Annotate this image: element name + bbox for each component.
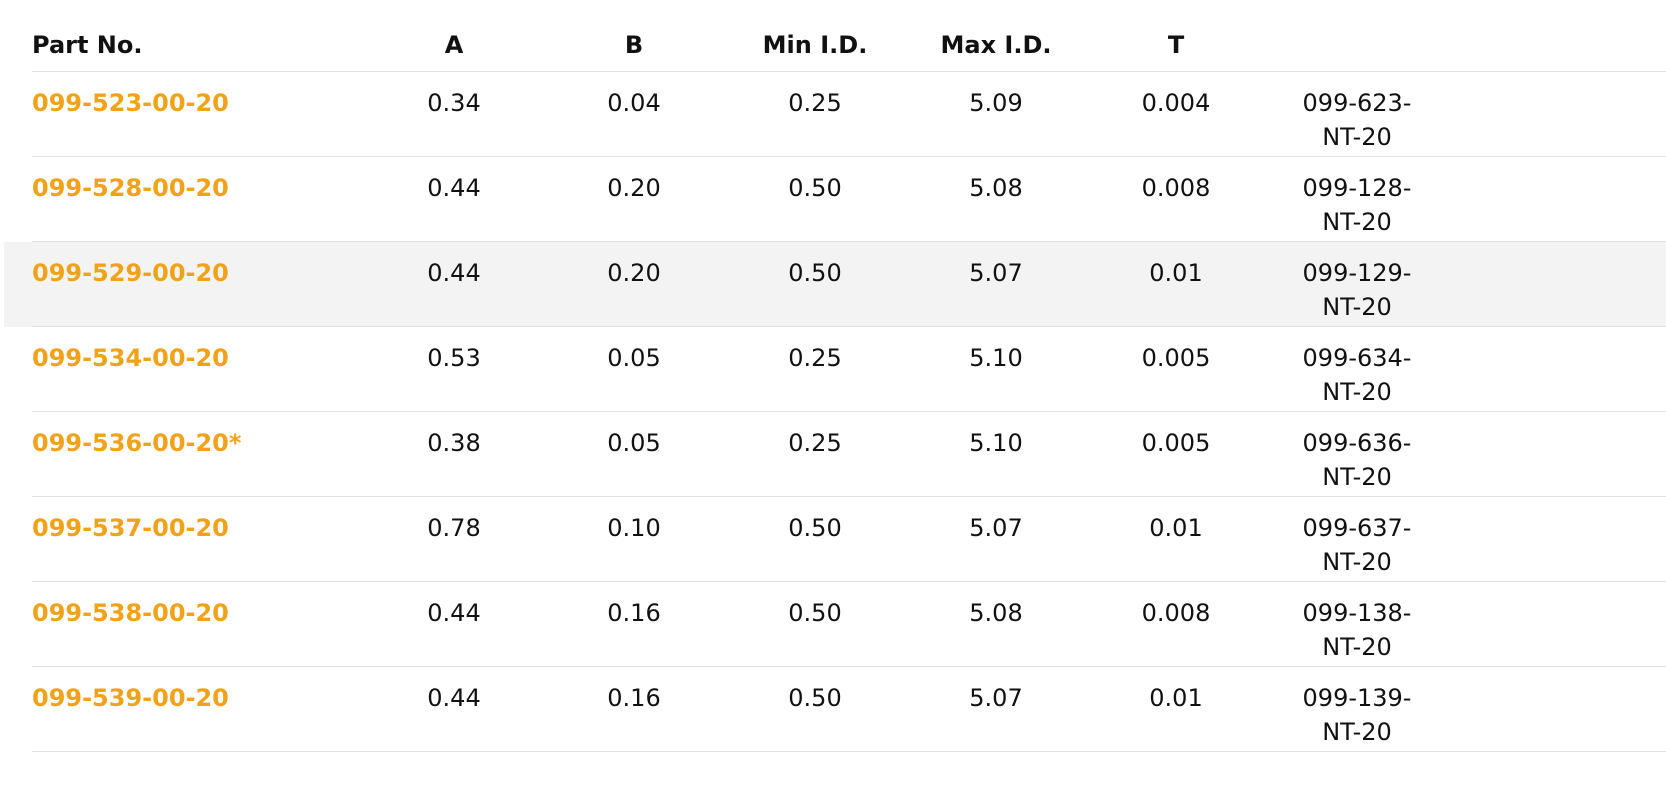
reference-line-2: NT-20 [1322, 548, 1392, 576]
cell-a: 0.44 [427, 259, 481, 287]
reference-line-1: 099-139- [1302, 684, 1412, 712]
table-row[interactable]: 099-536-00-20* 0.38 0.05 0.25 5.10 0.005… [0, 412, 1666, 497]
part-number-link[interactable]: 099-539-00-20 [32, 684, 229, 712]
cell-max-id: 5.08 [969, 174, 1023, 202]
cell-reference: 099-634- NT-20 [1282, 341, 1432, 409]
cell-a: 0.44 [427, 684, 481, 712]
cell-min-id: 0.50 [788, 514, 842, 542]
cell-max-id: 5.09 [969, 89, 1023, 117]
reference-line-2: NT-20 [1322, 208, 1392, 236]
cell-a: 0.78 [427, 514, 481, 542]
reference-line-2: NT-20 [1322, 293, 1392, 321]
reference-line-1: 099-623- [1302, 89, 1412, 117]
header-b: B [624, 31, 644, 59]
table-row[interactable]: 099-523-00-20 0.34 0.04 0.25 5.09 0.004 … [0, 72, 1666, 157]
cell-min-id: 0.25 [788, 344, 842, 372]
table-row[interactable]: 099-528-00-20 0.44 0.20 0.50 5.08 0.008 … [0, 157, 1666, 242]
table-row[interactable]: 099-539-00-20 0.44 0.16 0.50 5.07 0.01 0… [0, 667, 1666, 752]
header-t: T [1167, 31, 1185, 59]
cell-b: 0.16 [607, 599, 661, 627]
table-row[interactable]: 099-534-00-20 0.53 0.05 0.25 5.10 0.005 … [0, 327, 1666, 412]
cell-t: 0.01 [1149, 514, 1203, 542]
cell-b: 0.05 [607, 344, 661, 372]
cell-max-id: 5.07 [969, 684, 1023, 712]
reference-line-1: 099-634- [1302, 344, 1412, 372]
cell-min-id: 0.50 [788, 174, 842, 202]
part-number-link[interactable]: 099-537-00-20 [32, 514, 229, 542]
reference-line-2: NT-20 [1322, 463, 1392, 491]
cell-max-id: 5.08 [969, 599, 1023, 627]
cell-reference: 099-129- NT-20 [1282, 256, 1432, 324]
cell-reference: 099-636- NT-20 [1282, 426, 1432, 494]
cell-min-id: 0.25 [788, 89, 842, 117]
cell-t: 0.01 [1149, 259, 1203, 287]
cell-reference: 099-139- NT-20 [1282, 681, 1432, 749]
table-row[interactable]: 099-529-00-20 0.44 0.20 0.50 5.07 0.01 0… [0, 242, 1666, 327]
parts-table: Part No. A B Min I.D. Max I.D. T 099-523… [0, 0, 1666, 752]
cell-t: 0.005 [1141, 344, 1211, 372]
table-body: 099-523-00-20 0.34 0.04 0.25 5.09 0.004 … [0, 72, 1666, 752]
cell-a: 0.53 [427, 344, 481, 372]
cell-max-id: 5.10 [969, 344, 1023, 372]
cell-t: 0.008 [1141, 599, 1211, 627]
header-part-no: Part No. [32, 31, 143, 59]
cell-reference: 099-637- NT-20 [1282, 511, 1432, 579]
cell-t: 0.004 [1141, 89, 1211, 117]
reference-line-2: NT-20 [1322, 378, 1392, 406]
cell-b: 0.04 [607, 89, 661, 117]
cell-max-id: 5.07 [969, 259, 1023, 287]
reference-line-1: 099-138- [1302, 599, 1412, 627]
reference-line-1: 099-637- [1302, 514, 1412, 542]
cell-min-id: 0.50 [788, 599, 842, 627]
part-number-link[interactable]: 099-529-00-20 [32, 259, 229, 287]
reference-line-1: 099-129- [1302, 259, 1412, 287]
cell-b: 0.16 [607, 684, 661, 712]
cell-b: 0.20 [607, 174, 661, 202]
header-min-id: Min I.D. [762, 31, 868, 59]
reference-line-1: 099-636- [1302, 429, 1412, 457]
cell-b: 0.10 [607, 514, 661, 542]
cell-min-id: 0.50 [788, 684, 842, 712]
header-a: A [444, 31, 464, 59]
cell-min-id: 0.50 [788, 259, 842, 287]
cell-reference: 099-138- NT-20 [1282, 596, 1432, 664]
cell-b: 0.20 [607, 259, 661, 287]
header-max-id: Max I.D. [940, 31, 1052, 59]
part-number-link[interactable]: 099-528-00-20 [32, 174, 229, 202]
part-number-link[interactable]: 099-536-00-20* [32, 429, 242, 457]
cell-t: 0.01 [1149, 684, 1203, 712]
part-number-link[interactable]: 099-538-00-20 [32, 599, 229, 627]
cell-max-id: 5.10 [969, 429, 1023, 457]
cell-a: 0.44 [427, 599, 481, 627]
reference-line-2: NT-20 [1322, 633, 1392, 661]
reference-line-2: NT-20 [1322, 718, 1392, 746]
cell-reference: 099-623- NT-20 [1282, 86, 1432, 154]
table-header-row: Part No. A B Min I.D. Max I.D. T [0, 0, 1666, 72]
reference-line-1: 099-128- [1302, 174, 1412, 202]
cell-t: 0.005 [1141, 429, 1211, 457]
table-row[interactable]: 099-537-00-20 0.78 0.10 0.50 5.07 0.01 0… [0, 497, 1666, 582]
part-number-link[interactable]: 099-523-00-20 [32, 89, 229, 117]
cell-min-id: 0.25 [788, 429, 842, 457]
cell-a: 0.34 [427, 89, 481, 117]
cell-reference: 099-128- NT-20 [1282, 171, 1432, 239]
part-number-link[interactable]: 099-534-00-20 [32, 344, 229, 372]
cell-a: 0.44 [427, 174, 481, 202]
reference-line-2: NT-20 [1322, 123, 1392, 151]
cell-a: 0.38 [427, 429, 481, 457]
table-row[interactable]: 099-538-00-20 0.44 0.16 0.50 5.08 0.008 … [0, 582, 1666, 667]
cell-b: 0.05 [607, 429, 661, 457]
cell-max-id: 5.07 [969, 514, 1023, 542]
cell-t: 0.008 [1141, 174, 1211, 202]
